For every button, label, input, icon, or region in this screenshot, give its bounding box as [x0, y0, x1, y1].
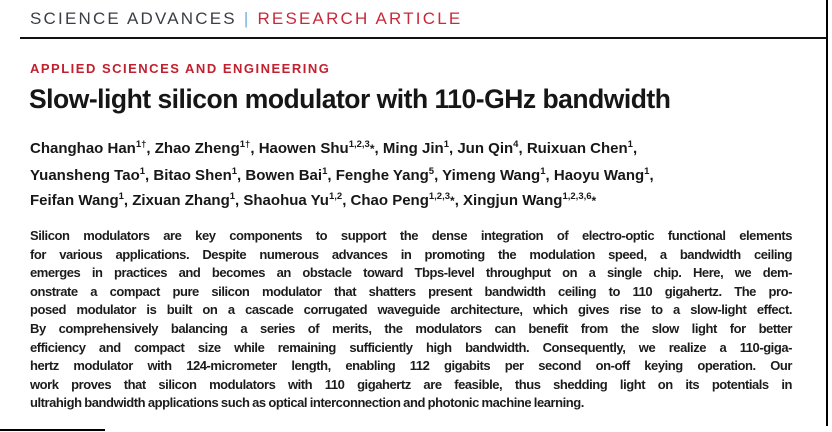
author: Fenghe Yang5: [335, 165, 435, 184]
page-right-border: [826, 0, 828, 426]
author: Bowen Bai1: [245, 165, 328, 184]
author-affiliation-sup: 1: [627, 139, 633, 150]
article-type-label: RESEARCH ARTICLE: [257, 9, 463, 28]
section-heading: APPLIED SCIENCES AND ENGINEERING: [30, 61, 331, 76]
author: Zhao Zheng1†: [154, 139, 251, 157]
journal-masthead: SCIENCE ADVANCES | RESEARCH ARTICLE: [30, 9, 462, 29]
article-title: Slow-light silicon modulator with 110-GH…: [29, 84, 671, 114]
abstract-line: By comprehensively balancing a series of…: [30, 320, 792, 336]
abstract-line: Silicon modulators are key components to…: [30, 228, 792, 243]
page-bottom-rule: [0, 429, 105, 431]
abstract-text: Silicon modulators are key components to…: [30, 227, 792, 413]
abstract-line: ultrahigh bandwidth applications such as…: [30, 395, 584, 411]
author-affiliation-sup: 1: [139, 165, 146, 177]
author-affiliation-sup: 1: [231, 165, 238, 177]
abstract-line: work proves that silicon modulators with…: [30, 376, 792, 392]
author-line: Yuansheng Tao1, Bitao Shen1, Bowen Bai1,…: [30, 165, 654, 184]
author: Xingjun Wang1,2,3,6*: [463, 191, 597, 209]
masthead-separator: |: [243, 9, 251, 28]
author-affiliation-sup: 1,2,3,6: [562, 191, 592, 202]
author-affiliation-sup: 1: [229, 191, 236, 202]
author-affiliation-sup: 4: [513, 139, 519, 150]
author: Haowen Shu1,2,3*: [258, 139, 375, 157]
abstract-line: for various applications. Despite numero…: [30, 246, 792, 262]
author: Zixuan Zhang1: [132, 191, 236, 209]
author: Haoyu Wang1: [553, 165, 650, 184]
author-affiliation-sup: 1,2: [328, 191, 343, 202]
author: Shaohua Yu1,2: [243, 191, 343, 209]
author: Ruixuan Chen1: [526, 139, 633, 157]
author-list: Changhao Han1†, Zhao Zheng1†, Haowen Shu…: [30, 134, 792, 213]
author: Ming Jin1: [382, 139, 449, 157]
author: Bitao Shen1: [153, 165, 238, 184]
author-affiliation-sup: 1,2,3: [428, 191, 451, 202]
author: Yimeng Wang1: [442, 165, 546, 184]
abstract-line: hertz modulator with 124-micrometer leng…: [30, 358, 792, 374]
author-affiliation-sup: 1: [322, 165, 328, 177]
journal-name: SCIENCE ADVANCES: [30, 9, 237, 28]
author-affiliation-sup: 1: [644, 165, 650, 177]
author-affiliation-sup: 1†: [239, 139, 251, 150]
author-affiliation-sup: 1: [540, 165, 546, 177]
abstract-line: efficiency and compact size while remain…: [30, 339, 792, 355]
abstract-line: onstrate a compact pure silicon modulato…: [30, 283, 792, 299]
author-affiliation-sup: 1,2,3: [348, 139, 370, 150]
abstract-line: emerges in practices and becomes an obst…: [30, 265, 792, 281]
author: Changhao Han1†: [30, 139, 147, 157]
corresponding-author-asterisk: *: [450, 194, 455, 208]
author-affiliation-sup: 1: [443, 139, 449, 150]
author-affiliation-sup: 5: [428, 165, 435, 177]
corresponding-author-asterisk: *: [591, 194, 597, 208]
author: Feifan Wang1: [30, 191, 124, 209]
abstract-line: posed modulator is built on a cascade co…: [30, 302, 792, 318]
author: Yuansheng Tao1: [30, 165, 146, 184]
author: Jun Qin4: [457, 139, 519, 157]
header-rule: [20, 37, 828, 39]
author-affiliation-sup: 1: [118, 191, 124, 202]
author-affiliation-sup: 1†: [135, 139, 147, 150]
corresponding-author-asterisk: *: [369, 142, 375, 156]
author-line: Changhao Han1†, Zhao Zheng1†, Haowen Shu…: [30, 139, 638, 157]
author: Chao Peng1,2,3*: [350, 191, 455, 209]
author-line: Feifan Wang1, Zixuan Zhang1, Shaohua Yu1…: [30, 191, 597, 209]
